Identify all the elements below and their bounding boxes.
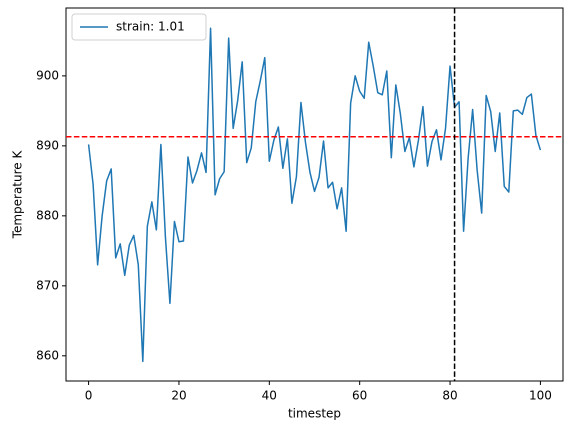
plot-frame [65, 7, 564, 382]
y-axis-label: Temperature K [11, 150, 25, 240]
y-tick-label: 870 [36, 278, 59, 292]
x-tick-label: 40 [262, 389, 277, 403]
x-tick-label: 60 [352, 389, 367, 403]
data-line [87, 27, 542, 363]
x-tick-label: 100 [529, 389, 552, 403]
x-tick-label: 0 [85, 389, 93, 403]
x-axis-label: timestep [288, 407, 341, 421]
y-tick-label: 880 [36, 208, 59, 222]
legend-label: strain: 1.01 [116, 20, 185, 34]
x-tick-label: 80 [442, 389, 457, 403]
y-tick-label: 900 [36, 68, 59, 82]
y-tick-label: 890 [36, 138, 59, 152]
y-tick-label: 860 [36, 348, 59, 362]
legend-box [71, 13, 207, 41]
x-tick-label: 20 [171, 389, 186, 403]
